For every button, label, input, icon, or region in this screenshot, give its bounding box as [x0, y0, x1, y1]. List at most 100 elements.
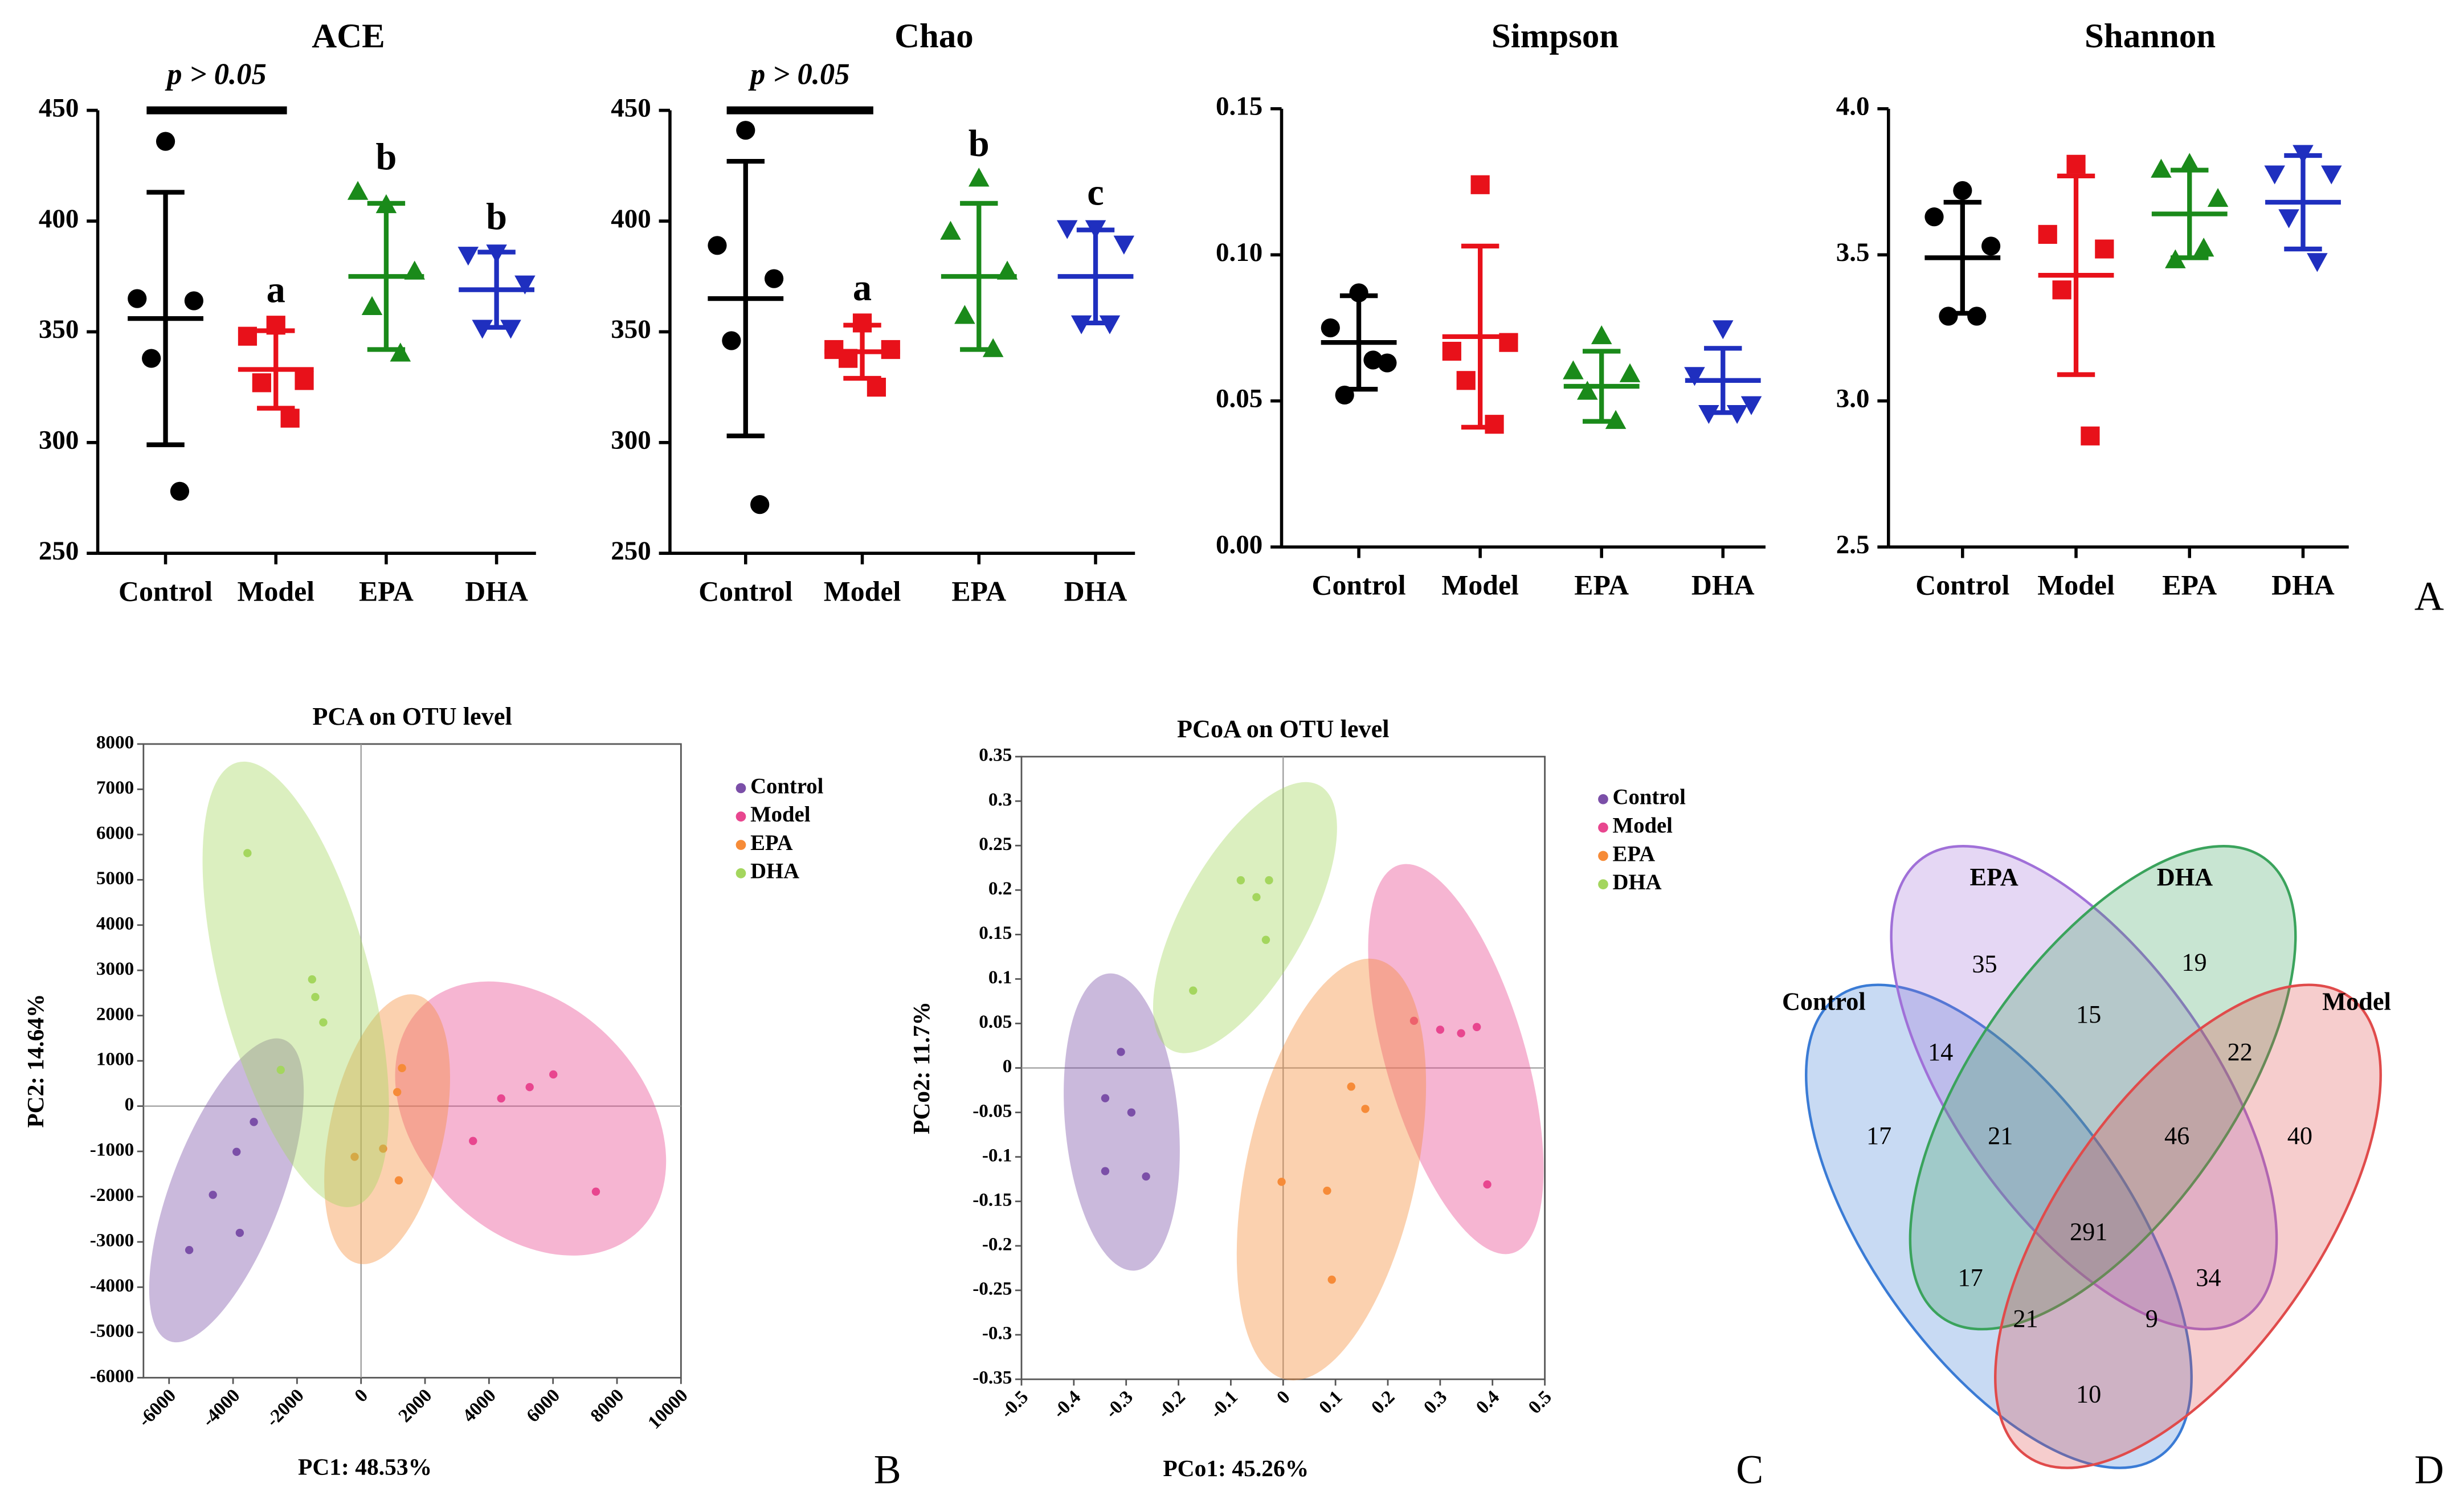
point — [1712, 320, 1734, 340]
x-tick-label: -2000 — [262, 1385, 308, 1431]
point — [2278, 209, 2299, 228]
point — [1619, 363, 1641, 382]
x-tick-label: -0.5 — [996, 1387, 1032, 1423]
point — [500, 320, 521, 339]
point — [497, 1094, 505, 1103]
x-tick-label: EPA — [2162, 569, 2217, 600]
point — [1939, 307, 1958, 326]
point — [1070, 315, 1092, 334]
y-tick-label: 0.25 — [979, 833, 1012, 855]
point — [591, 1187, 600, 1196]
point — [2179, 153, 2200, 172]
group-ellipse — [324, 994, 450, 1264]
y-tick-label: -0.1 — [982, 1145, 1012, 1166]
x-tick-label: DHA — [1064, 576, 1127, 607]
venn-count: 17 — [1866, 1122, 1891, 1150]
point — [1335, 385, 1354, 405]
y-tick-label: -1000 — [90, 1139, 134, 1160]
x-tick-label: 6000 — [522, 1385, 564, 1427]
x-tick-label: EPA — [951, 576, 1006, 607]
point — [1924, 207, 1944, 227]
x-tick-label: 0.1 — [1315, 1387, 1346, 1418]
venn-set-label: Model — [2322, 988, 2391, 1016]
significance-label: p > 0.05 — [748, 58, 850, 91]
point — [982, 338, 1004, 357]
point — [469, 1137, 477, 1145]
point — [398, 1064, 406, 1073]
point — [2307, 253, 2328, 272]
legend-swatch — [735, 868, 746, 878]
point — [361, 296, 383, 315]
point — [232, 1147, 241, 1157]
y-tick-label: 3.0 — [1836, 384, 1870, 414]
point — [457, 247, 479, 266]
point — [1485, 415, 1504, 434]
point — [238, 326, 258, 346]
group-ellipse — [202, 761, 389, 1207]
y-axis-label: PC2: 14.64% — [22, 994, 48, 1128]
legend-label: Control — [1613, 785, 1686, 810]
point — [881, 340, 900, 359]
point — [1591, 325, 1612, 345]
x-tick-label: 0 — [350, 1385, 372, 1407]
point — [1101, 1094, 1110, 1102]
point — [156, 132, 175, 151]
point — [2207, 187, 2229, 207]
x-tick-label: -0.4 — [1049, 1387, 1085, 1423]
y-tick-label: 0.00 — [1216, 530, 1262, 559]
group-letter: a — [853, 267, 872, 309]
point — [472, 320, 493, 339]
x-tick-label: Control — [1312, 569, 1406, 600]
x-tick-label: -6000 — [134, 1385, 180, 1431]
point — [2321, 165, 2342, 185]
point — [1056, 220, 1078, 239]
y-tick-label: 400 — [39, 204, 79, 234]
point — [350, 1153, 359, 1161]
legend-label: DHA — [750, 859, 799, 884]
group-ellipse — [1153, 782, 1337, 1053]
venn-count: 10 — [2076, 1380, 2101, 1408]
x-tick-label: Model — [1441, 569, 1519, 600]
y-tick-label: 300 — [39, 426, 79, 455]
venn-set — [1909, 845, 2297, 1331]
point — [2066, 154, 2086, 174]
group-letter: b — [486, 196, 507, 238]
y-tick-label: 1000 — [96, 1049, 134, 1070]
y-tick-label: 0 — [1003, 1056, 1012, 1077]
point — [736, 121, 755, 140]
point — [185, 1246, 194, 1254]
point — [266, 316, 285, 335]
y-tick-label: 0.3 — [988, 789, 1012, 810]
point — [295, 371, 314, 390]
y-tick-label: -0.25 — [972, 1278, 1012, 1299]
point — [209, 1191, 217, 1199]
y-tick-label: 400 — [611, 204, 651, 234]
legend-label: Model — [1613, 814, 1673, 838]
y-tick-label: 0.2 — [988, 878, 1012, 899]
y-tick-label: -0.2 — [982, 1233, 1012, 1254]
point — [308, 975, 316, 984]
group-letter: c — [1087, 172, 1104, 214]
point — [1740, 396, 1762, 415]
y-tick-label: -2000 — [90, 1184, 134, 1205]
x-tick-label: 2000 — [394, 1385, 436, 1427]
point — [1981, 236, 2001, 256]
panel-label: C — [1736, 1447, 1763, 1493]
y-tick-label: 350 — [39, 314, 79, 344]
y-tick-label: 0.15 — [1216, 92, 1262, 121]
y-tick-label: 300 — [611, 426, 651, 455]
point — [1470, 175, 1490, 194]
point — [1684, 367, 1705, 386]
x-tick-label: 10000 — [644, 1385, 692, 1433]
y-tick-label: -3000 — [90, 1230, 134, 1251]
y-tick-label: 0.05 — [979, 1011, 1012, 1032]
point — [1967, 307, 1987, 326]
point — [1363, 350, 1383, 370]
x-tick-label: EPA — [359, 576, 414, 607]
y-tick-label: 450 — [39, 93, 79, 122]
venn-count: 46 — [2164, 1122, 2189, 1150]
point — [347, 181, 369, 200]
x-tick-label: 4000 — [459, 1385, 500, 1427]
